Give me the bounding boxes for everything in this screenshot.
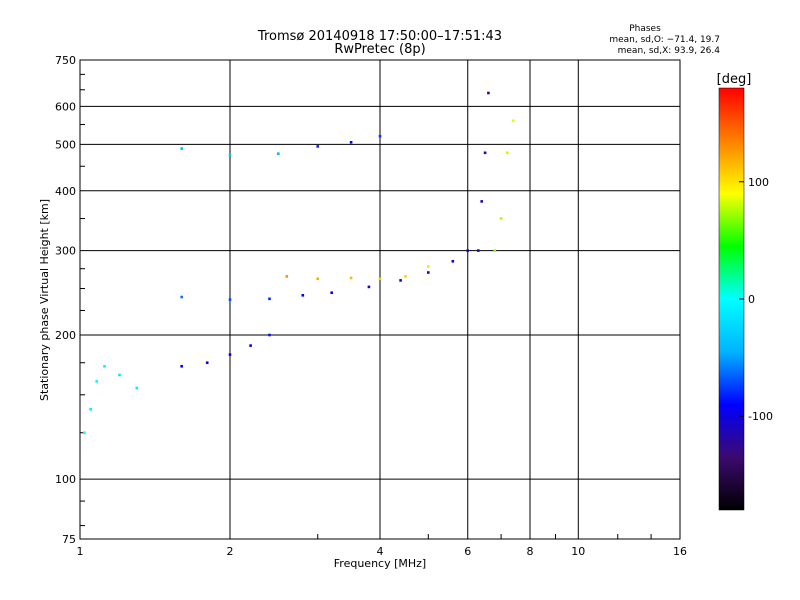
y-tick-label: 600 xyxy=(55,100,76,113)
echo-point-series-5 xyxy=(349,141,353,144)
x-tick-label: 4 xyxy=(377,545,384,558)
echo-point-series-6 xyxy=(480,200,483,203)
echo-point-series-3 xyxy=(367,285,371,289)
echo-point-series-5 xyxy=(277,152,280,155)
echo-point-series-7 xyxy=(505,151,509,155)
phases-mean-x: mean, sd,X: 93.9, 26.4 xyxy=(618,46,721,56)
colorbar-tick-label: 0 xyxy=(748,293,755,306)
echo-point-series-2 xyxy=(268,333,271,337)
echo-point-series-1 xyxy=(89,407,92,411)
echo-point-series-6 xyxy=(477,249,480,252)
echo-point-series-5 xyxy=(378,134,382,138)
x-tick-label: 10 xyxy=(571,545,585,558)
y-tick-label: 750 xyxy=(55,54,76,67)
echo-point-series-7 xyxy=(493,249,497,252)
echo-point-series-3 xyxy=(451,260,455,263)
echo-point-series-1 xyxy=(83,431,86,434)
echo-point-series-5 xyxy=(316,145,319,148)
echo-point-series-4 xyxy=(404,275,407,278)
colorbar-tick-label: -100 xyxy=(748,410,773,423)
echo-point-series-5 xyxy=(228,153,232,157)
echo-point-series-4 xyxy=(427,265,430,268)
x-tick-label: 16 xyxy=(673,545,687,558)
echo-point-series-2 xyxy=(249,344,252,347)
echo-point-series-6 xyxy=(483,151,487,155)
chart-title: Tromsø 20140918 17:50:00–17:51:43 xyxy=(257,29,502,44)
x-tick-label: 2 xyxy=(227,545,234,558)
echo-point-series-2 xyxy=(180,365,183,368)
data-points xyxy=(83,91,515,434)
x-tick-label: 8 xyxy=(527,545,534,558)
y-tick-label: 100 xyxy=(55,473,76,486)
echo-point-series-2 xyxy=(228,353,232,356)
y-tick-label: 75 xyxy=(62,533,76,546)
echo-point-series-3 xyxy=(268,297,271,301)
x-tick-label: 6 xyxy=(464,545,471,558)
echo-point-series-1 xyxy=(103,365,106,368)
echo-point-series-4 xyxy=(349,276,353,280)
y-tick-label: 300 xyxy=(55,245,76,258)
phases-mean-o: mean, sd,O: −71.4, 19.7 xyxy=(609,35,720,45)
x-tick-labels: 1 2 4 6 8 10 16 xyxy=(77,545,688,558)
x-tick-label: 1 xyxy=(77,545,84,558)
echo-point-series-7 xyxy=(499,217,503,220)
echo-point-series-1 xyxy=(135,386,139,390)
x-axis-label: Frequency [MHz] xyxy=(334,557,426,570)
chart-subtitle: RwPretec (8p) xyxy=(334,42,425,57)
echo-point-series-1 xyxy=(118,373,121,377)
plot-frame xyxy=(79,59,681,540)
echo-point-series-3 xyxy=(427,271,430,274)
echo-point-series-6 xyxy=(487,91,490,95)
grid-lines xyxy=(80,60,680,539)
echo-point-series-3 xyxy=(330,291,333,294)
y-tick-label: 500 xyxy=(55,138,76,151)
y-tick-labels: 75 100 200 300 400 500 600 750 xyxy=(55,54,76,546)
echo-point-series-7 xyxy=(511,119,515,123)
phases-title: Phases xyxy=(629,24,661,34)
colorbar-unit: [deg] xyxy=(717,72,752,87)
colorbar-ticks: 100 0 -100 xyxy=(739,176,773,423)
colorbar-tick-label: 100 xyxy=(748,176,769,189)
y-axis-label: Stationary phase Virtual Height [km] xyxy=(38,199,51,401)
echo-point-series-3 xyxy=(466,249,469,252)
echo-point-series-4 xyxy=(285,275,289,278)
echo-point-series-4 xyxy=(378,277,382,281)
echo-point-series-3 xyxy=(228,298,232,301)
echo-point-series-5 xyxy=(180,147,183,150)
echo-point-series-3 xyxy=(301,294,305,297)
y-tick-label: 200 xyxy=(55,329,76,342)
echo-point-series-4 xyxy=(316,277,319,281)
y-tick-label: 400 xyxy=(55,185,76,198)
echo-point-series-1 xyxy=(95,380,98,383)
echo-point-series-2 xyxy=(205,361,209,364)
echo-point-series-3 xyxy=(399,279,402,282)
echo-point-series-3 xyxy=(180,295,183,299)
